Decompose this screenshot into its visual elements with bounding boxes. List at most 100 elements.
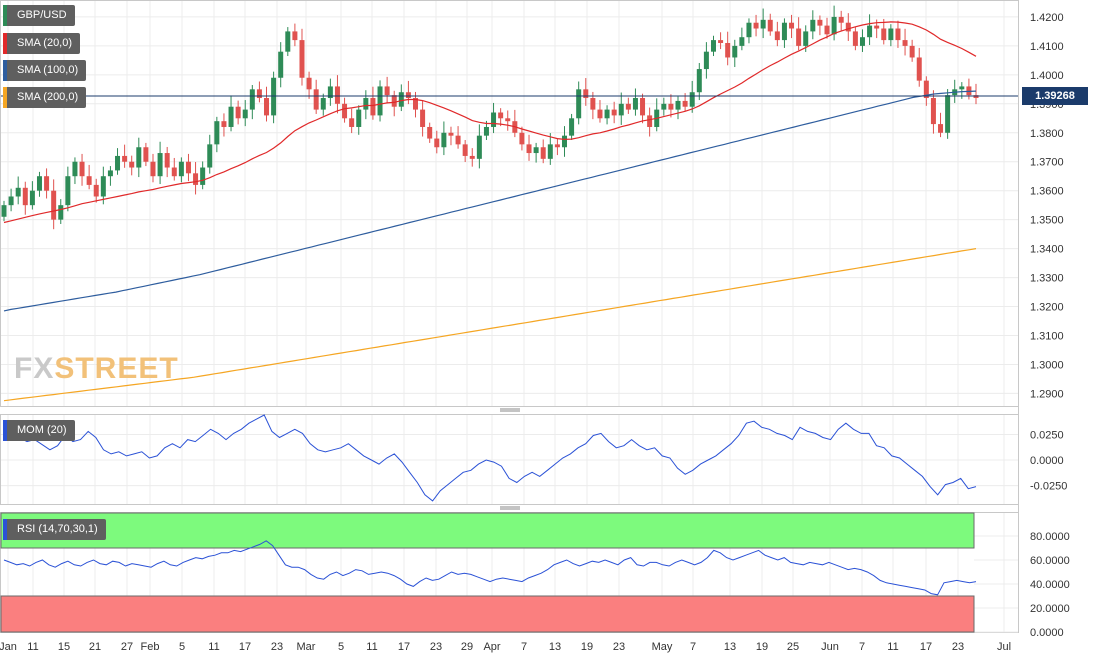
mom-tick-label: 0.0250	[1030, 429, 1064, 441]
x-tick-label: Jul	[997, 641, 1011, 653]
x-tick-label: 25	[787, 641, 799, 653]
candle-up	[58, 205, 64, 220]
candle-up	[15, 187, 21, 197]
rsi-tick-label: 80.0000	[1030, 531, 1070, 543]
candle-up	[739, 37, 745, 46]
x-tick-label: 23	[271, 641, 283, 653]
x-tick-label: 23	[430, 641, 442, 653]
price-tick-label: 1.4000	[1030, 70, 1064, 82]
x-tick-label: Feb	[141, 641, 160, 653]
x-tick-label: 7	[521, 641, 527, 653]
x-tick-label: 19	[756, 641, 768, 653]
price-y-axis-labels: 1.42001.41001.40001.39001.38001.37001.36…	[1030, 12, 1064, 400]
candle-down	[824, 25, 830, 35]
legend-rsi-swatch	[3, 519, 7, 540]
candle-down	[973, 95, 979, 99]
candle-up	[760, 19, 766, 29]
candle-down	[519, 132, 525, 145]
candle-down	[256, 89, 262, 99]
candle-down	[264, 98, 270, 116]
candle-up	[249, 89, 255, 110]
candle-up	[363, 98, 369, 110]
candle-up	[781, 22, 787, 41]
candles	[1, 5, 979, 230]
candle-up	[561, 135, 567, 148]
mom-line	[3, 414, 977, 502]
candle-down	[874, 25, 880, 29]
candle-down	[193, 173, 199, 185]
candle-down	[86, 176, 92, 185]
legend-sma20[interactable]: SMA (20,0)	[3, 33, 81, 54]
candle-down	[22, 187, 28, 206]
legend-sma20-swatch	[3, 33, 7, 54]
rsi-line	[3, 540, 977, 596]
legend-sma100-label: SMA (100,0)	[17, 64, 79, 76]
x-tick-label: 7	[859, 641, 865, 653]
candle-up	[1, 205, 7, 217]
panel-frame	[0, 0, 1019, 407]
legend-symbol-swatch	[3, 5, 7, 26]
candle-down	[129, 161, 135, 168]
candle-up	[533, 147, 539, 154]
candle-down	[469, 155, 475, 159]
candle-down	[583, 89, 589, 99]
x-tick-label: 11	[887, 641, 898, 653]
legend-mom-swatch	[3, 420, 7, 441]
candle-down	[625, 103, 631, 110]
x-tick-label: Jun	[821, 641, 839, 653]
candle-down	[334, 86, 340, 104]
candle-down	[306, 77, 312, 90]
x-tick-label: 11	[208, 641, 219, 653]
x-tick-label: 17	[398, 641, 410, 653]
candle-up	[491, 112, 497, 127]
candle-down	[902, 40, 908, 46]
candle-down	[122, 155, 128, 162]
x-tick-label: 11	[366, 641, 377, 653]
candle-down	[413, 98, 419, 110]
candle-up	[178, 161, 184, 177]
rsi-overbought-zone	[0, 512, 975, 549]
rsi-tick-label: 20.0000	[1030, 603, 1070, 615]
candle-up	[483, 126, 489, 136]
candle-up	[959, 86, 965, 90]
candle-up	[200, 167, 206, 185]
legend-rsi[interactable]: RSI (14,70,30,1)	[3, 519, 106, 540]
candle-down	[448, 132, 454, 136]
candle-down	[845, 22, 851, 32]
x-axis-labels: Jan 11 15 21 27 Feb 5 11 17 23 Mar 5 11 17 23 29 Apr 7 13 1…	[0, 641, 1011, 653]
candle-down	[852, 31, 858, 46]
price-tick-label: 1.3700	[1030, 157, 1064, 169]
candle-down	[796, 28, 802, 46]
fxstreet-logo: FXSTREET	[14, 352, 179, 386]
candle-up	[65, 176, 71, 206]
candle-down	[79, 161, 85, 177]
x-tick-label: Jan	[0, 641, 17, 653]
candle-down	[590, 98, 596, 110]
legend-mom-label: MOM (20)	[17, 424, 67, 436]
candle-down	[498, 112, 504, 119]
x-tick-label: 5	[179, 641, 185, 653]
sma200-line	[3, 248, 977, 402]
price-tick-label: 1.3800	[1030, 128, 1064, 140]
candle-down	[185, 161, 191, 174]
candle-up	[576, 89, 582, 119]
x-tick-label: 17	[239, 641, 251, 653]
candle-up	[703, 51, 709, 70]
candle-up	[831, 16, 837, 35]
legend-symbol[interactable]: GBP/USD	[3, 5, 75, 26]
legend-sma200-swatch	[3, 87, 7, 108]
candle-up	[476, 135, 482, 159]
candle-up	[945, 95, 951, 133]
candle-down	[725, 42, 731, 58]
candle-up	[107, 170, 113, 177]
legend-mom[interactable]: MOM (20)	[3, 420, 75, 441]
price-tick-label: 1.3500	[1030, 215, 1064, 227]
price-tick-label: 1.4200	[1030, 12, 1064, 24]
candle-up	[285, 31, 291, 52]
legend-sma200[interactable]: SMA (200,0)	[3, 87, 87, 108]
x-tick-label: 29	[461, 641, 473, 653]
legend-sma100[interactable]: SMA (100,0)	[3, 60, 87, 81]
legend-symbol-label: GBP/USD	[17, 9, 67, 21]
sma20-line	[3, 21, 977, 224]
